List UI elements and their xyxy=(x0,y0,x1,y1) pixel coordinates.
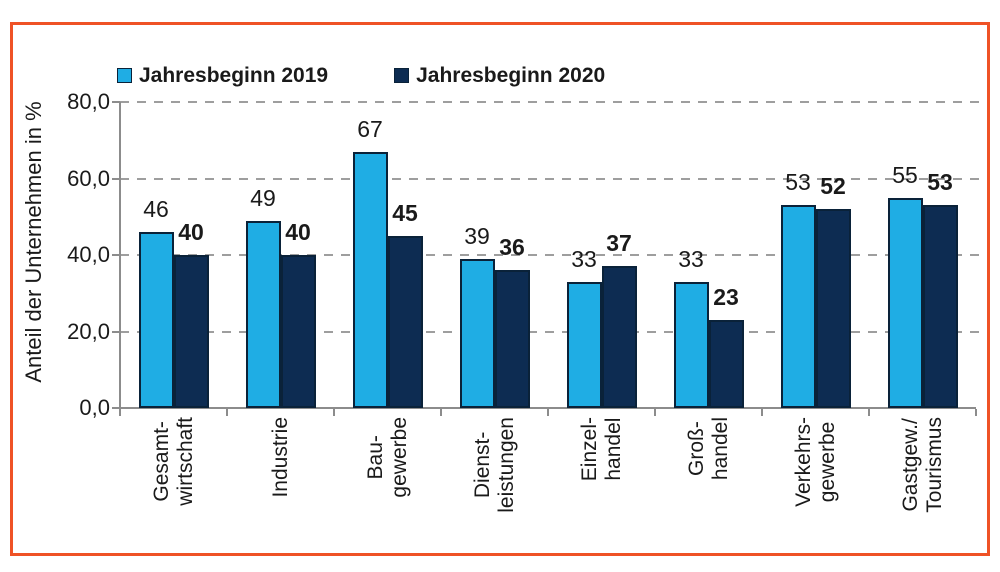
y-tick xyxy=(112,254,120,256)
legend-swatch-2019-icon xyxy=(117,67,132,83)
y-axis-line xyxy=(119,102,121,408)
y-tick-label: 80,0 xyxy=(67,89,110,114)
bar-2019 xyxy=(887,197,923,408)
x-tick xyxy=(440,409,442,416)
legend-item-2019: Jahresbeginn 2019 xyxy=(117,64,328,86)
category-label: Industrie xyxy=(268,417,292,498)
category-label: Gesamt- wirtschaft xyxy=(149,417,197,506)
x-tick xyxy=(761,409,763,416)
y-tick xyxy=(112,177,120,180)
bar-2019 xyxy=(566,281,602,408)
bar-2019 xyxy=(780,205,816,408)
value-label: 55 xyxy=(892,161,918,188)
bar-2020 xyxy=(922,205,958,408)
bar-2020 xyxy=(815,209,851,408)
value-label: 53 xyxy=(927,169,953,196)
x-tick xyxy=(975,409,977,416)
category-label: Verkehrs- gewerbe xyxy=(791,417,839,507)
bar-2019 xyxy=(673,281,709,408)
bar-2019 xyxy=(352,151,388,408)
bar-2020 xyxy=(601,266,637,408)
category-label: Dienst- leistungen xyxy=(470,417,518,513)
x-tick xyxy=(868,409,870,416)
x-tick xyxy=(226,409,228,416)
gridline xyxy=(120,101,980,103)
gridline xyxy=(120,254,980,256)
bar-2020 xyxy=(708,320,744,408)
value-label: 49 xyxy=(250,184,276,211)
legend-label-2019: Jahresbeginn 2019 xyxy=(139,64,329,87)
legend-item-2020: Jahresbeginn 2020 xyxy=(394,64,605,86)
bar-2019 xyxy=(245,220,281,408)
value-label: 40 xyxy=(178,219,204,245)
value-label: 46 xyxy=(143,196,169,223)
y-tick-label: 40,0 xyxy=(67,242,110,267)
bar-2019 xyxy=(459,258,495,408)
x-tick xyxy=(547,409,549,416)
bar-2020 xyxy=(494,270,530,408)
legend-swatch-2020-icon xyxy=(394,67,410,83)
y-tick xyxy=(112,101,120,103)
category-label: Gastgew./ Tourismus xyxy=(898,417,946,513)
bar-2019 xyxy=(138,232,174,408)
value-label: 33 xyxy=(678,245,704,272)
value-label: 39 xyxy=(464,222,490,249)
gridline xyxy=(120,330,980,333)
value-label: 36 xyxy=(499,234,525,261)
y-tick-label: 0,0 xyxy=(79,395,110,420)
y-tick-label: 20,0 xyxy=(67,318,110,344)
x-axis-line xyxy=(112,407,976,409)
value-label: 37 xyxy=(606,230,632,257)
x-tick xyxy=(119,409,121,416)
bar-2020 xyxy=(280,255,316,408)
value-label: 40 xyxy=(285,219,311,245)
value-label: 53 xyxy=(785,169,811,196)
legend-label-2020: Jahresbeginn 2020 xyxy=(416,64,606,87)
value-label: 33 xyxy=(571,245,597,272)
y-tick-label: 60,0 xyxy=(67,165,110,191)
gridline xyxy=(120,177,980,180)
value-label: 67 xyxy=(357,115,383,142)
y-tick xyxy=(112,330,120,333)
x-tick xyxy=(333,409,335,416)
category-label: Bau- gewerbe xyxy=(363,417,411,498)
value-label: 52 xyxy=(820,173,846,200)
bar-2020 xyxy=(173,255,209,408)
value-label: 45 xyxy=(392,199,418,226)
legend: Jahresbeginn 2019 Jahresbeginn 2020 xyxy=(117,61,605,89)
bar-2020 xyxy=(387,235,423,408)
x-tick xyxy=(654,409,656,416)
category-label: Groß- handel xyxy=(684,417,732,481)
value-label: 23 xyxy=(713,284,739,311)
category-label: Einzel- handel xyxy=(577,417,625,482)
